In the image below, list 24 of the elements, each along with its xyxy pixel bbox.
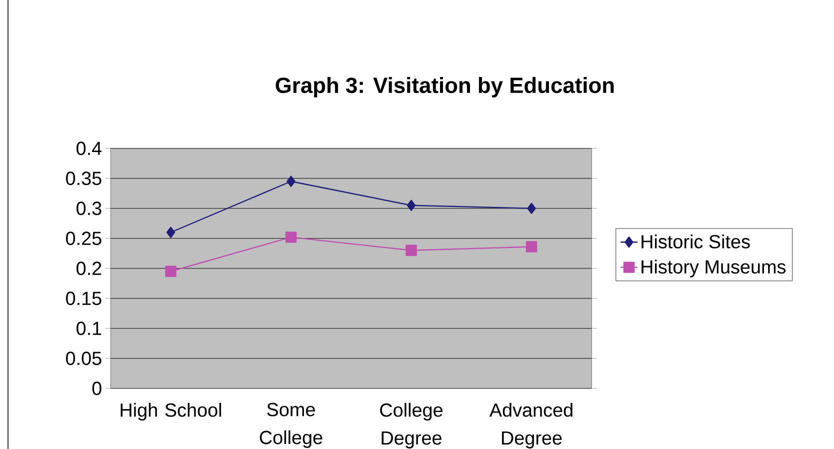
point [166, 226, 176, 238]
y-tick-label: 0.3 [76, 202, 102, 216]
point [285, 232, 297, 243]
x-tick-label: Some College [260, 402, 322, 448]
y-tick-label: 0.2 [76, 262, 102, 276]
y-tick-label: 0.05 [66, 352, 102, 366]
point [286, 176, 296, 187]
legend-label: History Museums [642, 260, 786, 278]
point [406, 200, 416, 211]
x-tick-label: College Degree [380, 402, 442, 448]
y-tick-label: 0.25 [66, 232, 102, 246]
y-tick-label: 0.15 [66, 292, 102, 306]
x-tick-label: Advanced Degree [489, 402, 572, 448]
point [165, 266, 176, 277]
y-tick-label: 0.1 [76, 322, 102, 336]
chart-title: Graph 3: Visitation by Education [276, 76, 614, 98]
y-tick-label: 0.35 [66, 172, 102, 186]
legend-label: Historic Sites [642, 234, 750, 248]
y-tick-label: 0.4 [76, 142, 102, 156]
x-tick-label: High School [120, 402, 222, 421]
point [406, 244, 417, 256]
y-tick-label: 0 [92, 382, 102, 396]
point [526, 241, 538, 252]
point [527, 202, 536, 214]
